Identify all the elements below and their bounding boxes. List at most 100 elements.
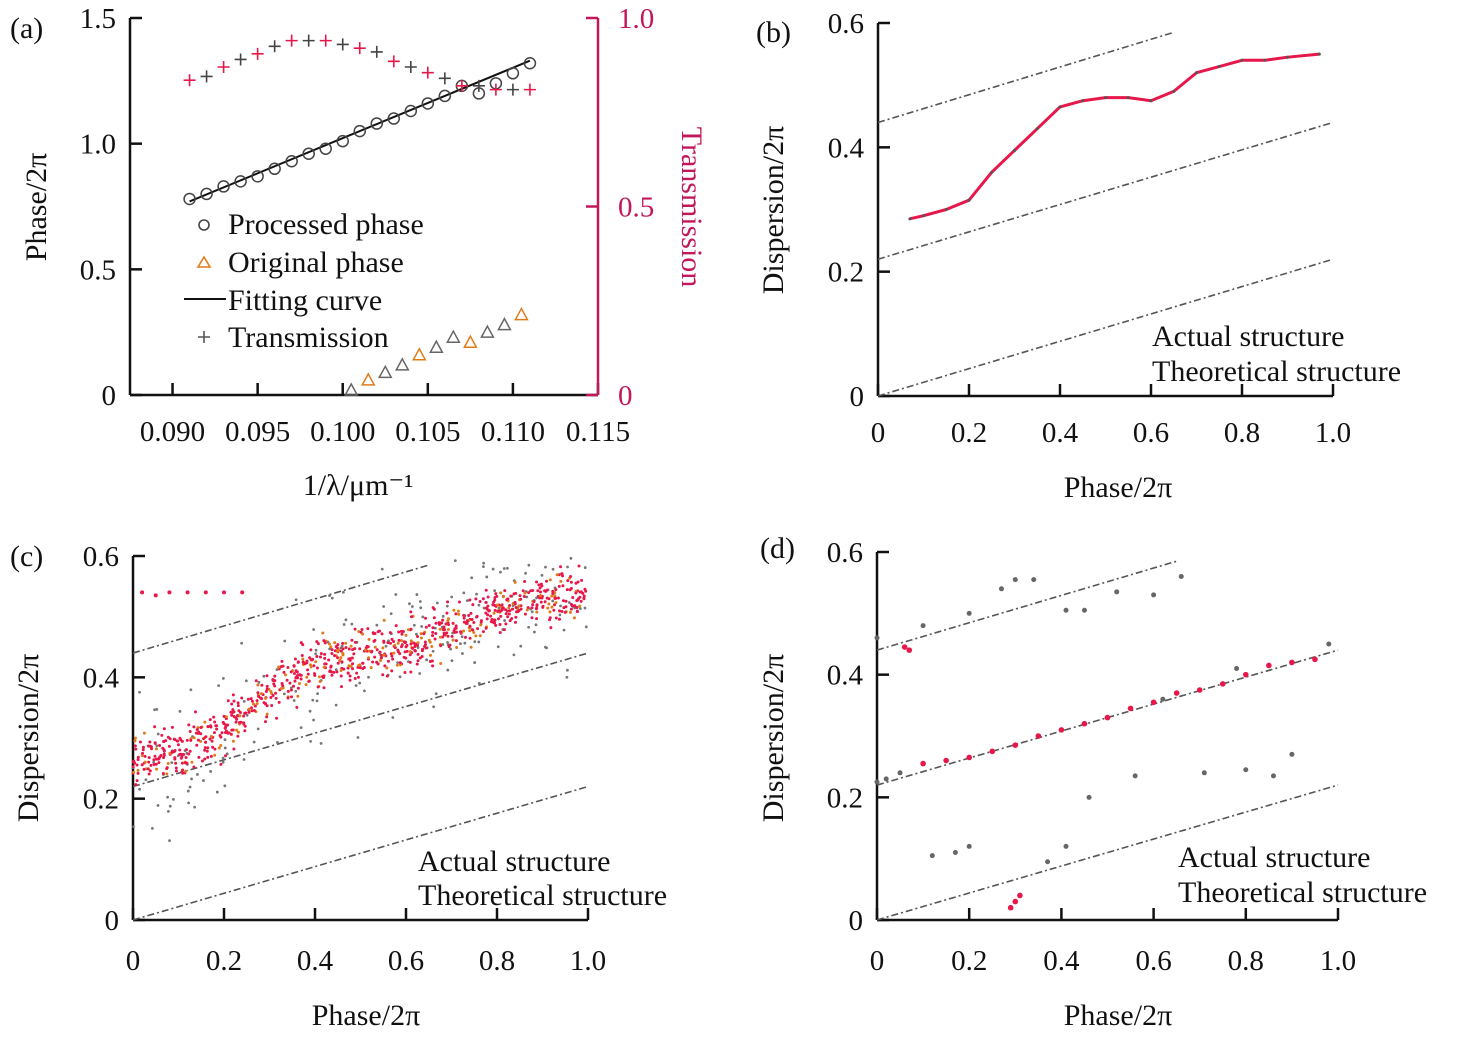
actual-structure-point bbox=[323, 652, 327, 656]
actual-structure-point bbox=[224, 754, 228, 758]
actual-structure-point bbox=[222, 590, 226, 595]
actual-structure-point bbox=[492, 611, 496, 615]
theoretical-point bbox=[420, 625, 424, 628]
actual-structure-point bbox=[539, 600, 543, 604]
theoretical-point bbox=[242, 699, 246, 703]
actual-structure-point bbox=[240, 696, 244, 700]
legend-label: Fitting curve bbox=[228, 284, 382, 317]
actual-structure-point bbox=[265, 687, 269, 691]
actual-structure-point bbox=[301, 643, 305, 647]
actual-structure-point bbox=[201, 759, 205, 763]
theoretical-point bbox=[421, 615, 425, 619]
theoretical-line bbox=[876, 560, 1177, 651]
actual-structure-point bbox=[535, 603, 539, 607]
actual-structure-point bbox=[402, 640, 406, 644]
y-tick-label: 0.2 bbox=[83, 784, 119, 816]
actual-structure-point bbox=[561, 599, 565, 603]
actual-structure-point bbox=[513, 580, 517, 584]
actual-structure-point bbox=[548, 610, 552, 614]
actual-structure-point bbox=[454, 624, 458, 628]
actual-structure-point bbox=[373, 638, 377, 642]
actual-structure-point bbox=[456, 609, 460, 613]
theoretical-point bbox=[334, 668, 338, 672]
actual-structure-point bbox=[215, 727, 219, 731]
actual-structure-point bbox=[265, 712, 269, 716]
actual-structure-point bbox=[369, 666, 373, 670]
actual-structure-point bbox=[231, 708, 235, 712]
actual-structure-point bbox=[363, 648, 367, 652]
actual-structure-point bbox=[215, 724, 219, 728]
actual-structure-point bbox=[329, 645, 333, 649]
theoretical-point bbox=[262, 674, 266, 678]
theoretical-point bbox=[223, 784, 227, 788]
theoretical-point bbox=[450, 659, 454, 663]
theoretical-point bbox=[415, 632, 418, 636]
actual-structure-point bbox=[314, 660, 318, 664]
actual-structure-point bbox=[534, 607, 538, 611]
actual-structure-point bbox=[208, 737, 212, 741]
actual-structure-point bbox=[584, 589, 588, 593]
actual-structure-point bbox=[231, 693, 235, 697]
actual-structure-point bbox=[519, 597, 523, 601]
actual-structure-point bbox=[518, 594, 522, 598]
actual-structure-point bbox=[286, 689, 290, 693]
x-tick-label: 0.100 bbox=[310, 416, 375, 448]
actual-structure-point bbox=[262, 701, 266, 705]
theoretical-point bbox=[150, 827, 154, 830]
theoretical-point bbox=[341, 590, 345, 594]
theoretical-point bbox=[294, 689, 298, 693]
actual-structure-point bbox=[427, 624, 431, 628]
actual-structure-point bbox=[574, 581, 578, 585]
theoretical-point bbox=[276, 741, 279, 744]
actual-structure-point bbox=[451, 621, 455, 625]
processed-phase-point bbox=[421, 97, 435, 110]
x-tick-label: 1.0 bbox=[1320, 945, 1356, 977]
actual-structure-point bbox=[298, 673, 302, 677]
theoretical-point bbox=[256, 727, 260, 731]
actual-structure-point bbox=[1317, 52, 1321, 56]
actual-structure-point bbox=[199, 726, 203, 730]
y-tick-label: 0.2 bbox=[827, 782, 863, 814]
actual-structure-point bbox=[235, 717, 239, 721]
actual-structure-point bbox=[293, 657, 297, 661]
actual-structure-point bbox=[318, 679, 322, 683]
actual-structure-curve bbox=[909, 52, 1320, 221]
actual-structure-point bbox=[192, 765, 196, 769]
actual-structure-point bbox=[293, 679, 297, 683]
y-axis-label: Dispersion/2π bbox=[757, 654, 790, 822]
actual-structure-point bbox=[484, 611, 488, 615]
legend-label-actual: Actual structure bbox=[1152, 320, 1344, 353]
theoretical-point bbox=[252, 740, 256, 744]
actual-structure-point bbox=[134, 747, 138, 751]
theoretical-point bbox=[153, 708, 156, 712]
actual-structure-point bbox=[376, 662, 380, 666]
actual-structure-point bbox=[492, 620, 496, 624]
theoretical-point bbox=[144, 778, 148, 782]
actual-structure-point bbox=[289, 688, 293, 692]
transmission-point bbox=[438, 72, 451, 85]
actual-structure-point bbox=[348, 674, 352, 678]
actual-structure-point bbox=[476, 627, 480, 631]
actual-structure-point bbox=[416, 634, 420, 638]
theoretical-point bbox=[445, 604, 449, 608]
actual-structure-point bbox=[196, 738, 200, 742]
actual-structure-point bbox=[213, 747, 217, 751]
actual-structure-point bbox=[131, 765, 135, 769]
actual-structure-point bbox=[142, 731, 146, 735]
actual-structure-point bbox=[409, 627, 413, 631]
actual-structure-point bbox=[569, 602, 573, 606]
actual-structure-point bbox=[382, 639, 386, 643]
actual-structure-point bbox=[300, 654, 304, 658]
actual-structure-point bbox=[561, 584, 565, 588]
actual-structure-point bbox=[379, 653, 383, 657]
actual-structure-point bbox=[497, 617, 501, 621]
actual-structure-point bbox=[468, 636, 472, 640]
actual-structure-point bbox=[203, 757, 207, 761]
actual-structure-point bbox=[386, 659, 390, 663]
actual-structure-point bbox=[336, 661, 340, 665]
theoretical-point bbox=[389, 612, 393, 616]
actual-structure-point bbox=[463, 635, 467, 639]
actual-structure-point bbox=[330, 648, 334, 652]
actual-structure-point bbox=[250, 699, 254, 703]
actual-structure-point bbox=[301, 657, 305, 661]
